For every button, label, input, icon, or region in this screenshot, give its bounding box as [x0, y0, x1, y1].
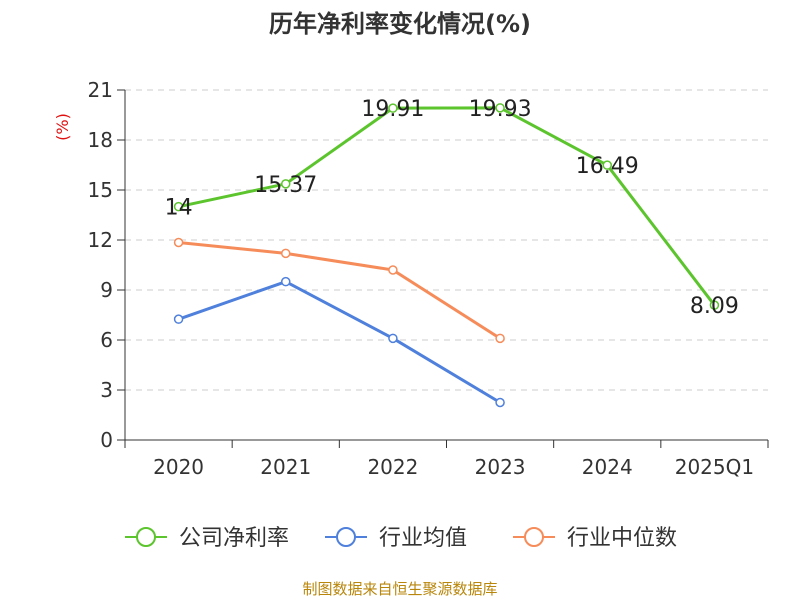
data-labels: 14 15.37 19.91 19.93 16.49 8.09 [165, 97, 739, 319]
data-point [281, 248, 291, 259]
legend-item-2[interactable]: 行业中位数 [513, 526, 677, 551]
data-point [388, 265, 398, 275]
y-axis-label: (%) [53, 113, 72, 141]
x-tick-label: 2022 [367, 455, 418, 479]
data-point [281, 179, 291, 189]
y-tick-label: 3 [100, 378, 113, 402]
y-tick-label: 12 [88, 228, 113, 252]
data-label: 14 [165, 196, 193, 221]
data-point [495, 333, 505, 344]
data-label: 19.93 [469, 97, 532, 122]
series-line-1 [178, 280, 501, 404]
y-tick-label: 6 [100, 328, 113, 352]
data-point [173, 201, 184, 212]
y-tick-label: 9 [100, 278, 113, 302]
data-point [388, 103, 398, 113]
y-tick-label: 0 [100, 428, 113, 452]
data-point [495, 103, 505, 113]
data-point [388, 333, 398, 344]
x-tick-label: 2021 [260, 455, 311, 479]
legend-marker-icon [336, 527, 356, 547]
legend[interactable]: 公司净利率 行业均值 行业中位数 [125, 526, 677, 551]
grid-lines [125, 89, 768, 391]
chart-title: 历年净利率变化情况(%) [269, 10, 531, 38]
data-point [173, 314, 184, 324]
y-tick-label: 15 [88, 178, 113, 202]
legend-label: 行业中位数 [567, 526, 677, 551]
legend-marker-icon [524, 527, 544, 547]
legend-marker-icon [136, 527, 156, 547]
data-label: 15.37 [254, 173, 317, 198]
data-point [281, 276, 291, 287]
legend-label: 行业均值 [379, 526, 467, 551]
data-point [173, 237, 184, 248]
series-line-0 [178, 106, 716, 307]
x-tick-label: 2023 [475, 455, 526, 479]
data-label: 16.49 [576, 154, 639, 179]
data-point [709, 300, 720, 310]
data-label: 19.91 [361, 97, 424, 122]
y-tick-label: 18 [88, 128, 113, 152]
series-layer [173, 103, 720, 408]
legend-item-1[interactable]: 行业均值 [325, 526, 467, 551]
x-tick-label: 2020 [153, 455, 204, 479]
legend-label: 公司净利率 [179, 526, 289, 551]
legend-item-0[interactable]: 公司净利率 [125, 526, 289, 551]
series-line-2 [178, 241, 501, 340]
x-tick-label: 2025Q1 [675, 455, 754, 479]
x-tick-label: 2024 [582, 455, 633, 479]
axes: 0 3 6 9 12 15 18 21 2020 2021 2022 2023 2024 2025Q1 [88, 78, 769, 479]
source-note: 制图数据来自恒生聚源数据库 [302, 580, 497, 598]
y-tick-label: 21 [88, 78, 113, 102]
data-label: 8.09 [690, 294, 739, 319]
data-point [602, 160, 612, 170]
data-point [495, 397, 505, 408]
